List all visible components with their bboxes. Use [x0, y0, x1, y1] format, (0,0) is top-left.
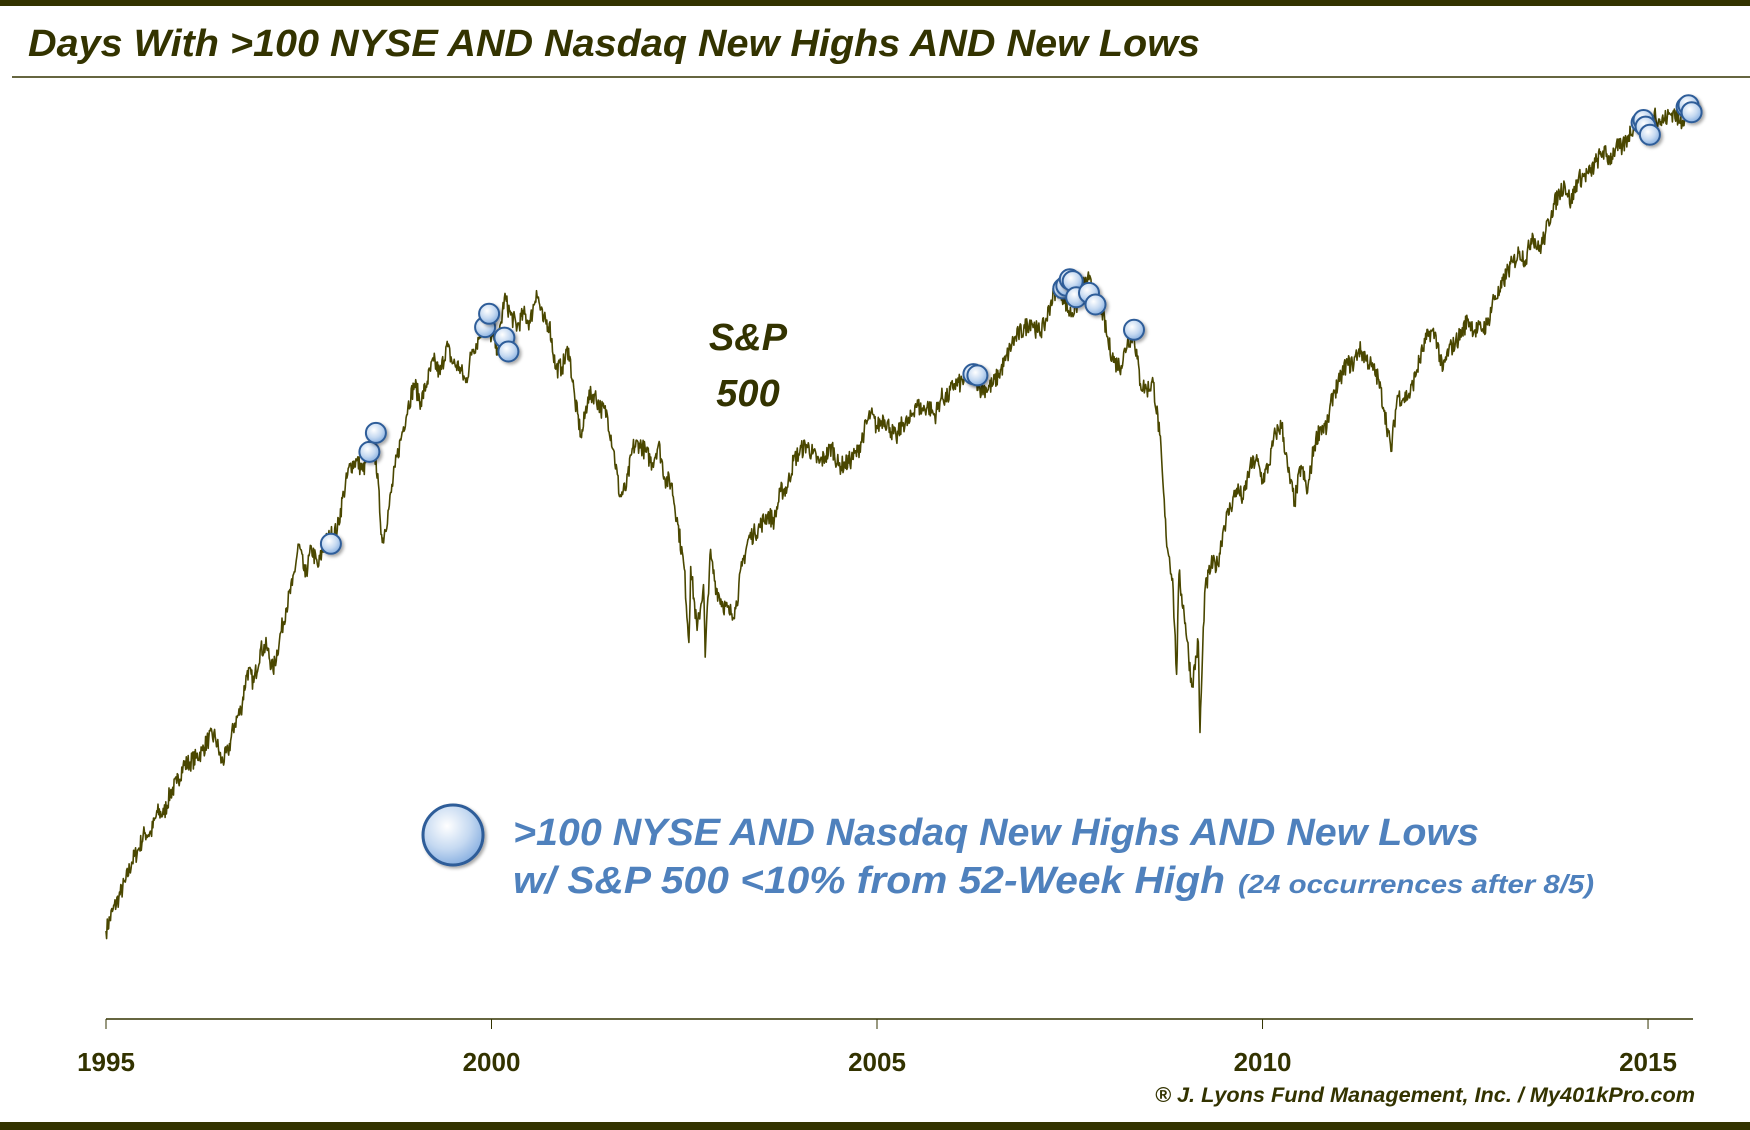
occurrence-marker [497, 340, 520, 363]
legend-line2: w/ S&P 500 <10% from 52-Week High [513, 860, 1225, 902]
legend-line1: >100 NYSE AND Nasdaq New Highs AND New L… [513, 812, 1479, 854]
x-tick-label: 2005 [848, 1047, 906, 1077]
series-label-line2: 500 [716, 373, 779, 415]
occurrence-marker [966, 364, 989, 387]
top-bar [0, 0, 1750, 6]
occurrence-marker [1123, 318, 1145, 341]
x-tick-label: 2010 [1234, 1047, 1292, 1077]
x-tick-label: 1995 [77, 1047, 135, 1077]
legend-note: (24 occurrences after 8/5) [1238, 869, 1594, 899]
series-label-line1: S&P [709, 317, 788, 359]
occurrence-marker [478, 302, 501, 325]
marker-layer [319, 94, 1703, 555]
occurrence-marker [1680, 101, 1703, 124]
x-tick-label: 2015 [1619, 1047, 1677, 1077]
occurrence-marker [1084, 293, 1107, 316]
occurrence-marker [364, 421, 387, 444]
bottom-bar [0, 1122, 1750, 1130]
occurrence-marker [319, 532, 342, 555]
occurrence-marker [358, 440, 381, 463]
copyright: ® J. Lyons Fund Management, Inc. / My401… [1155, 1084, 1695, 1107]
legend-marker [421, 803, 485, 867]
chart-title: Days With >100 NYSE AND Nasdaq New Highs… [28, 23, 1200, 65]
x-axis-ticks: 1995 2000 2005 2010 2015 [77, 1019, 1677, 1077]
x-tick-label: 2000 [463, 1047, 521, 1077]
occurrence-marker [1638, 123, 1661, 146]
